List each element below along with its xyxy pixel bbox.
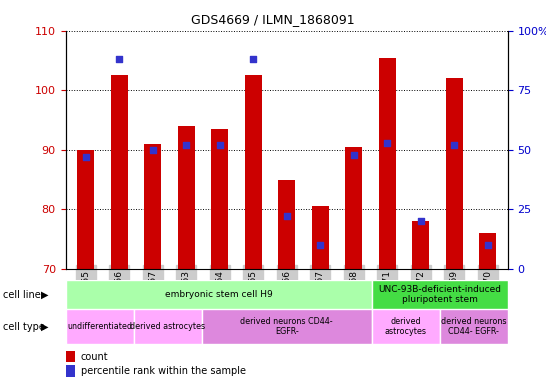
Point (115, 56, 123, 62)
Point (416, 218, 425, 224)
Text: derived neurons
CD44- EGFR-: derived neurons CD44- EGFR- (441, 317, 507, 336)
Bar (372, 309, 440, 344)
Bar (479, 233, 496, 269)
Bar (446, 78, 462, 269)
Text: ▶: ▶ (41, 322, 49, 332)
Point (483, 242, 492, 248)
Point (215, 142, 224, 148)
Bar (278, 180, 295, 269)
Bar (178, 126, 194, 269)
Text: undifferentiated: undifferentiated (67, 322, 132, 331)
Bar (201, 309, 372, 344)
Bar (111, 75, 128, 269)
Text: derived
astrocytes: derived astrocytes (385, 317, 427, 336)
Bar (345, 147, 362, 269)
Bar (134, 309, 201, 344)
Text: embryonic stem cell H9: embryonic stem cell H9 (165, 290, 272, 299)
Bar (77, 150, 94, 269)
Text: UNC-93B-deficient-induced
pluripotent stem: UNC-93B-deficient-induced pluripotent st… (378, 285, 501, 305)
Point (81, 154, 90, 160)
Bar (66, 351, 75, 362)
Point (249, 56, 258, 62)
Bar (440, 309, 508, 344)
Bar (379, 58, 395, 269)
Bar (211, 129, 228, 269)
Point (282, 214, 291, 220)
Text: cell line: cell line (3, 290, 40, 300)
Text: GDS4669 / ILMN_1868091: GDS4669 / ILMN_1868091 (191, 13, 355, 26)
Point (349, 151, 358, 157)
Bar (66, 280, 372, 309)
Bar (372, 280, 508, 309)
Text: count: count (81, 352, 109, 362)
Text: derived astrocytes: derived astrocytes (130, 322, 205, 331)
Bar (144, 144, 161, 269)
Bar (312, 206, 329, 269)
Bar (412, 221, 429, 269)
Text: cell type: cell type (3, 322, 45, 332)
Text: percentile rank within the sample: percentile rank within the sample (81, 366, 246, 376)
Point (316, 242, 324, 248)
Point (149, 147, 157, 153)
Point (383, 139, 391, 146)
Text: derived neurons CD44-
EGFR-: derived neurons CD44- EGFR- (240, 317, 333, 336)
Bar (66, 309, 134, 344)
Text: ▶: ▶ (41, 290, 49, 300)
Point (450, 142, 459, 148)
Bar (245, 75, 262, 269)
Point (182, 142, 191, 148)
Bar (66, 366, 75, 377)
